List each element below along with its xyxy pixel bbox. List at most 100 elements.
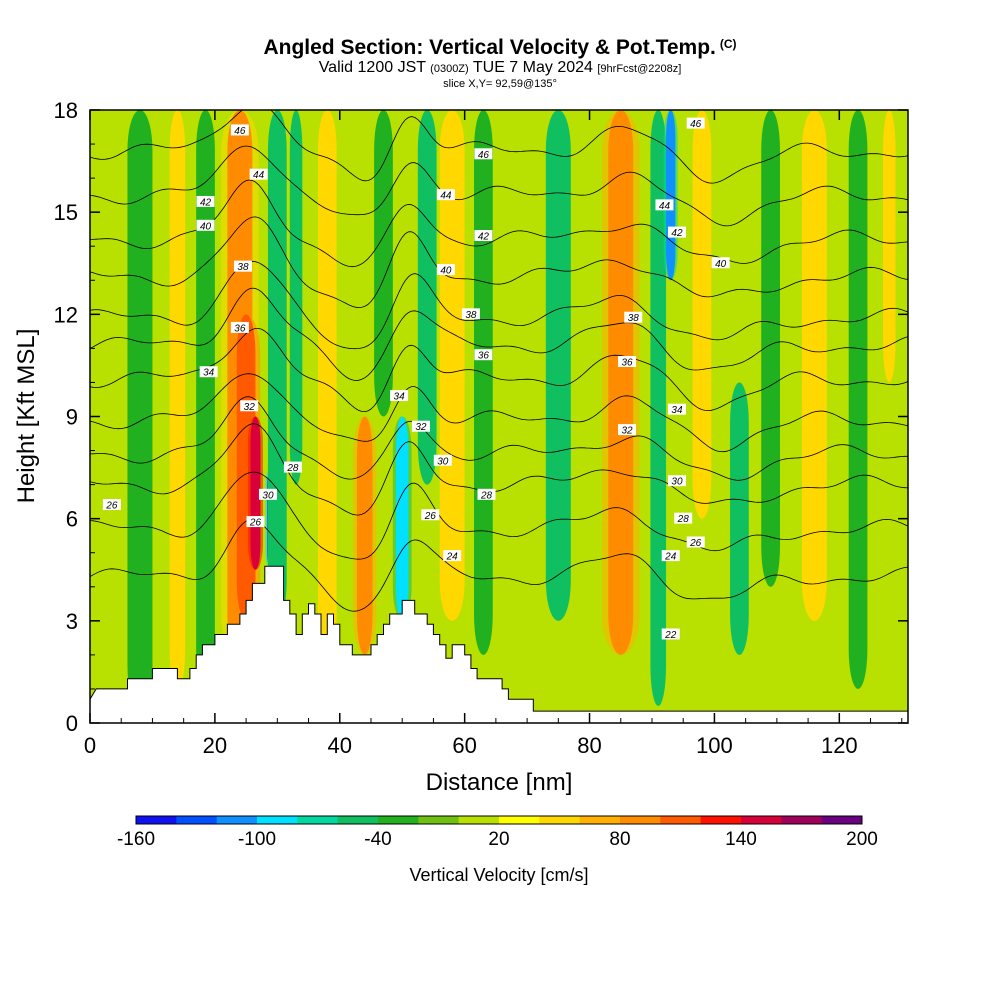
- isentrope-label-box: [624, 311, 643, 323]
- isentrope-line: [90, 216, 908, 309]
- isentrope-label-box: [674, 512, 693, 524]
- isentrope-line: [90, 373, 908, 453]
- isentrope-label-box: [477, 488, 496, 500]
- isentrope-label-box: [433, 454, 452, 466]
- colorbar-swatch: [418, 816, 460, 824]
- isentrope-label: 46: [690, 119, 702, 130]
- isentrope-label-box: [461, 308, 480, 320]
- velocity-column: [127, 110, 153, 706]
- isentrope-label: 44: [253, 170, 265, 181]
- isentrope-label-box: [661, 550, 680, 562]
- isentrope-label: 44: [440, 191, 452, 202]
- isentrope-label-box: [411, 420, 430, 432]
- isentrope-label-box: [230, 124, 249, 136]
- isentrope-line: [90, 423, 908, 516]
- valid-zulu: (0300Z): [430, 63, 469, 75]
- velocity-column: [250, 416, 261, 570]
- x-axis: 0 20 40 60 80 100 120: [84, 110, 903, 758]
- isentrope-label: 32: [244, 402, 256, 413]
- isentrope-line: [90, 471, 908, 560]
- forecast-tag: [9hrFcst@2208z]: [597, 63, 682, 75]
- y-tick-label: 12: [54, 302, 78, 327]
- colorbar-swatch: [579, 816, 621, 824]
- isentrope-label-box: [230, 321, 249, 333]
- y-tick-label: 0: [66, 711, 78, 736]
- isentrope-label-box: [102, 499, 121, 511]
- velocity-column: [374, 110, 393, 417]
- title-text: Angled Section: Vertical Velocity & Pot.…: [263, 36, 716, 59]
- isentrope-line: [90, 110, 908, 184]
- isentrope-label: 28: [480, 490, 493, 501]
- velocity-column: [395, 416, 409, 621]
- velocity-column: [169, 110, 186, 689]
- isentrope-line: [90, 179, 908, 268]
- velocity-column: [356, 416, 373, 655]
- isentrope-label: 24: [664, 552, 677, 563]
- isentrope-label-box: [618, 424, 637, 436]
- velocity-field: [127, 110, 896, 706]
- colorbar-swatch: [499, 816, 540, 824]
- velocity-column: [267, 110, 287, 621]
- isentrope-lines: [90, 110, 908, 612]
- y-tick-label: 18: [54, 98, 78, 123]
- isentrope-label-box: [711, 257, 730, 269]
- isentrope-label-box: [233, 260, 252, 272]
- velocity-column: [608, 110, 634, 655]
- y-tick-label: 9: [66, 405, 78, 430]
- isentrope-label: 34: [394, 392, 406, 403]
- x-tick-label: 20: [203, 733, 227, 758]
- velocity-column: [439, 110, 465, 621]
- colorbar-swatch: [741, 816, 782, 824]
- isentrope-label-box: [421, 509, 440, 521]
- isentrope-label-box: [436, 264, 455, 276]
- isentrope-label: 32: [621, 426, 633, 437]
- chart-title: Angled Section: Vertical Velocity & Pot.…: [0, 36, 1000, 60]
- velocity-column: [317, 110, 337, 655]
- colorbar-swatch: [257, 816, 298, 824]
- isentrope-label: 40: [200, 221, 212, 232]
- isentrope-label-box: [258, 488, 277, 500]
- y-axis-title: Height [Kft MSL]: [13, 329, 40, 504]
- x-axis-title: Distance [nm]: [426, 769, 573, 796]
- slice-description: slice X,Y= 92,59@135°: [443, 78, 557, 90]
- isentrope-label: 46: [478, 150, 490, 161]
- isentrope-label: 30: [262, 490, 274, 501]
- isentrope-label: 26: [689, 538, 702, 549]
- isentrope-label: 42: [671, 228, 683, 239]
- isentrope-label: 34: [671, 405, 683, 416]
- colorbar-swatch: [176, 816, 218, 824]
- colorbar-tick-label: -160: [117, 829, 155, 850]
- velocity-column: [666, 110, 676, 281]
- velocity-column: [730, 382, 749, 655]
- colorbar-swatch: [136, 816, 177, 824]
- isentrope-labels: 26 34 40 42 46 44 38 36 32 28 30 26 34 32 30 28 26 24 44 46…: [102, 117, 730, 641]
- chart-subtitle: Valid 1200 JST (0300Z) TUE 7 May 2024 [9…: [0, 59, 1000, 77]
- isentrope-label: 40: [715, 259, 727, 270]
- isentrope-line: [90, 287, 908, 381]
- isentrope-label: 40: [440, 266, 452, 277]
- colorbar-swatch: [216, 816, 258, 824]
- isentrope-label-box: [196, 219, 215, 231]
- isentrope-label-box: [686, 117, 705, 129]
- colorbar-frame: [135, 815, 863, 825]
- isentrope-label: 38: [465, 310, 477, 321]
- x-tick-label: 0: [84, 733, 96, 758]
- isentrope-label: 26: [424, 511, 437, 522]
- isentrope-line: [90, 328, 908, 413]
- isentrope-label: 44: [659, 201, 671, 212]
- isentrope-label-box: [436, 189, 455, 201]
- isentrope-label-box: [474, 230, 493, 242]
- colorbar-tick-label: -100: [238, 829, 276, 850]
- velocity-column: [801, 110, 827, 621]
- colorbar-tick-label: -40: [364, 829, 391, 850]
- isentrope-label-box: [199, 366, 218, 378]
- colorbar-tick-label: 20: [488, 829, 509, 850]
- colorbar-tick-label: 140: [725, 829, 757, 850]
- colorbar-swatch: [378, 816, 419, 824]
- valid-prefix: Valid 1200 JST: [318, 59, 426, 76]
- colorbar-swatch: [458, 816, 500, 824]
- isentrope-label-box: [474, 148, 493, 160]
- y-tick-label: 6: [66, 507, 78, 532]
- velocity-column: [883, 110, 896, 383]
